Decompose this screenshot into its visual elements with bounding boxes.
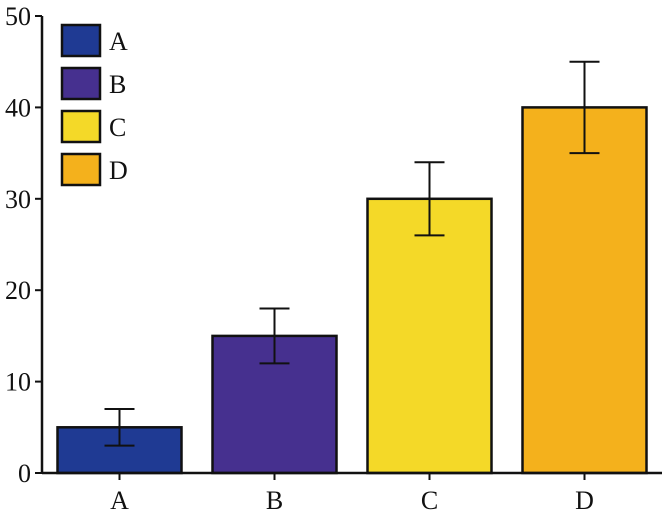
- legend-swatch: [60, 109, 102, 144]
- y-tick-label: 30: [5, 185, 31, 214]
- legend-label: C: [109, 113, 126, 142]
- bars: [56, 106, 648, 475]
- legend-swatch: [60, 23, 102, 58]
- x-axis-ticks: A B C D: [110, 473, 594, 515]
- bar-d: [521, 106, 648, 475]
- y-tick-label: 50: [5, 2, 31, 31]
- y-tick-label: 20: [5, 276, 31, 305]
- y-tick-label: 0: [18, 459, 31, 488]
- bar-c: [366, 197, 493, 475]
- legend-label: D: [109, 156, 128, 185]
- x-tick-label: A: [110, 486, 129, 515]
- legend-swatch: [60, 152, 102, 187]
- y-axis-ticks: 0 10 20 30 40 50: [5, 2, 42, 488]
- error-bars: [104, 60, 600, 447]
- x-tick-label: B: [266, 486, 283, 515]
- y-tick-label: 10: [5, 368, 31, 397]
- x-tick-label: D: [575, 486, 594, 515]
- legend-label: B: [109, 70, 126, 99]
- y-tick-label: 40: [5, 93, 31, 122]
- legend-swatch: [60, 66, 102, 101]
- x-tick-label: C: [421, 486, 438, 515]
- legend-label: A: [109, 27, 128, 56]
